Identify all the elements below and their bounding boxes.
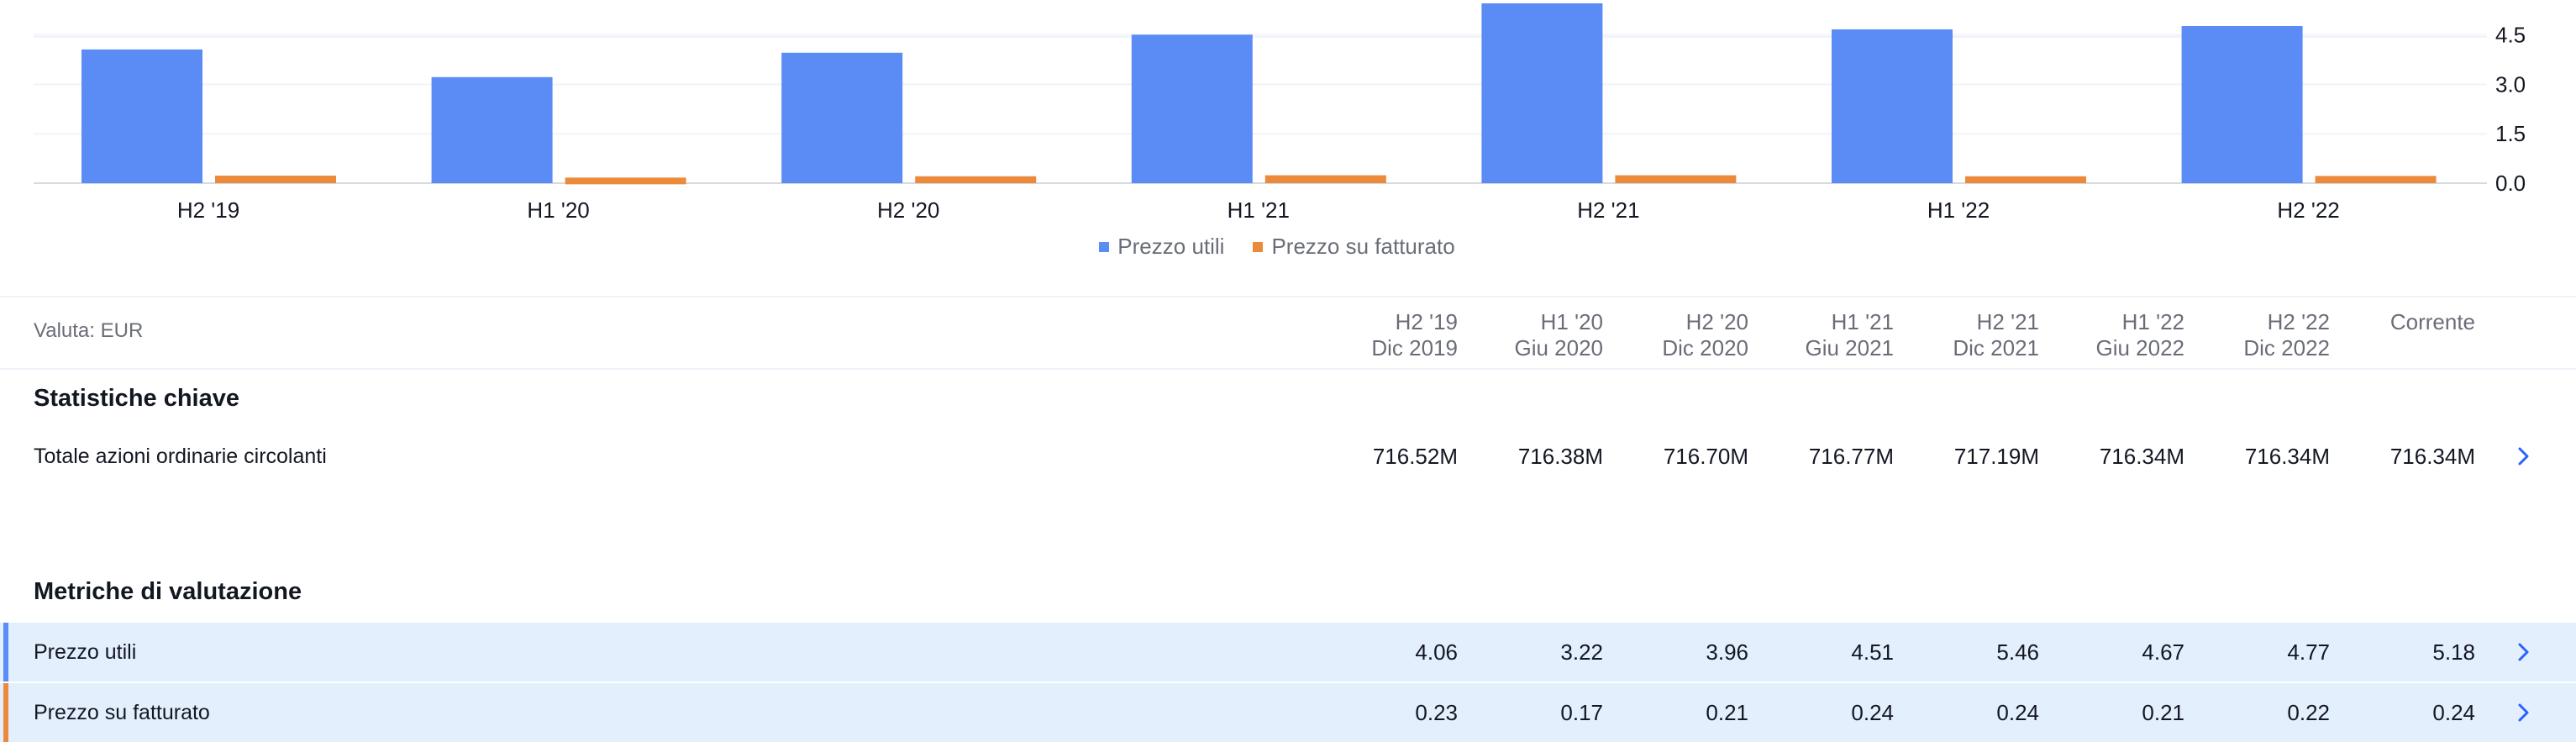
y-tick-label: 3.0 xyxy=(2495,71,2526,97)
y-tick-label: 4.5 xyxy=(2495,23,2526,48)
row-value: 716.34M xyxy=(2244,444,2330,469)
bar-prezzo-utili xyxy=(1832,29,1953,183)
table-row[interactable]: Totale azioni ordinarie circolanti 716.52… xyxy=(0,427,2576,486)
row-value: 716.52M xyxy=(1372,444,1458,469)
period-label: H1 '22 xyxy=(2121,309,2184,334)
row-label: Prezzo utili xyxy=(34,640,137,664)
row-value: 4.77 xyxy=(2287,639,2330,665)
row-value: 716.38M xyxy=(1517,444,1603,469)
row-value: 4.51 xyxy=(1851,639,1894,665)
section-title-valuation: Metriche di valutazione xyxy=(34,578,302,605)
x-tick-label: H2 '19 xyxy=(177,197,239,223)
row-label: Prezzo su fatturato xyxy=(34,701,210,724)
valuation-chart: 0.0 1.5 3.0 4.5 H2 '19 H1 '20 H2 '20 H1 '21 H2 '… xyxy=(0,0,2576,277)
row-value: 0.24 xyxy=(1851,700,1894,725)
period-header: H1 '21 Giu 2021 xyxy=(1751,309,1894,361)
chevron-right-icon[interactable] xyxy=(2512,623,2536,681)
period-date: Dic 2021 xyxy=(1953,335,2039,360)
row-value: 717.19M xyxy=(1953,444,2039,469)
legend-swatch-icon xyxy=(1099,241,1110,252)
y-tick-label: 0.0 xyxy=(2495,171,2526,196)
period-label: H1 '21 xyxy=(1831,309,1894,334)
period-date: Dic 2022 xyxy=(2243,335,2330,360)
bar-prezzo-utili xyxy=(1131,34,1253,183)
period-header: H1 '22 Giu 2022 xyxy=(2042,309,2184,361)
row-value: 716.70M xyxy=(1663,444,1748,469)
x-tick-label: H2 '20 xyxy=(877,197,939,223)
period-date: Dic 2020 xyxy=(1662,335,1748,360)
period-date: Giu 2020 xyxy=(1514,335,1603,360)
divider xyxy=(0,296,2576,297)
period-label: H1 '20 xyxy=(1540,309,1603,334)
row-value: 0.21 xyxy=(2142,700,2184,725)
row-value: 4.06 xyxy=(1415,639,1458,665)
row-value: 4.67 xyxy=(2142,639,2184,665)
bar-prezzo-utili xyxy=(431,76,553,183)
chevron-right-icon[interactable] xyxy=(2512,427,2536,486)
legend-label: Prezzo utili xyxy=(1117,234,1225,259)
bar-prezzo-su-fatturato xyxy=(2315,176,2437,183)
row-value: 5.18 xyxy=(2432,639,2475,665)
bar-prezzo-su-fatturato xyxy=(1965,176,2086,183)
period-header: H1 '20 Giu 2020 xyxy=(1460,309,1603,361)
table-row[interactable]: Prezzo su fatturato 0.23 0.17 0.21 0.24 0.24 0… xyxy=(0,683,2576,742)
section-title-key-stats: Statistiche chiave xyxy=(34,385,239,412)
row-value: 3.96 xyxy=(1706,639,1748,665)
x-tick-label: H2 '21 xyxy=(1577,197,1639,223)
period-label: H2 '19 xyxy=(1395,309,1458,334)
bar-prezzo-su-fatturato xyxy=(215,175,336,183)
series-color-marker xyxy=(3,623,8,681)
period-header: H2 '21 Dic 2021 xyxy=(1896,309,2039,361)
row-value: 3.22 xyxy=(1560,639,1603,665)
period-header: H2 '19 Dic 2019 xyxy=(1315,309,1458,361)
period-label: Corrente xyxy=(2389,309,2475,334)
row-value: 0.21 xyxy=(1706,700,1748,725)
row-value: 716.77M xyxy=(1808,444,1894,469)
divider xyxy=(0,368,2576,370)
row-label: Totale azioni ordinarie circolanti xyxy=(34,445,327,468)
period-date: Giu 2022 xyxy=(2095,335,2184,360)
legend-item-prezzo-su-fatturato[interactable]: Prezzo su fatturato xyxy=(1253,234,1455,260)
row-value: 0.22 xyxy=(2287,700,2330,725)
chevron-right-icon[interactable] xyxy=(2512,683,2536,742)
row-value: 0.17 xyxy=(1560,700,1603,725)
legend-label: Prezzo su fatturato xyxy=(1271,234,1455,259)
period-header: H2 '22 Dic 2022 xyxy=(2187,309,2330,361)
bar-prezzo-utili xyxy=(2181,26,2303,183)
bar-chart-canvas: 0.0 1.5 3.0 4.5 H2 '19 H1 '20 H2 '20 H1 '21 H2 '… xyxy=(34,3,2526,223)
bar-prezzo-utili xyxy=(781,52,903,183)
x-tick-label: H2 '22 xyxy=(2277,197,2339,223)
bar-prezzo-su-fatturato xyxy=(1264,175,1386,183)
table-row[interactable]: Prezzo utili 4.06 3.22 3.96 4.51 5.46 4.67 4.77… xyxy=(0,623,2576,681)
period-label: H2 '20 xyxy=(1685,309,1748,334)
row-value: 0.24 xyxy=(1996,700,2039,725)
period-header: Corrente xyxy=(2332,309,2475,361)
bar-prezzo-su-fatturato xyxy=(915,176,1037,183)
row-value: 0.23 xyxy=(1415,700,1458,725)
bar-prezzo-utili xyxy=(81,49,202,184)
bar-prezzo-su-fatturato xyxy=(565,177,686,185)
row-value: 5.46 xyxy=(1996,639,2039,665)
x-tick-label: H1 '22 xyxy=(1927,197,1990,223)
x-tick-label: H1 '21 xyxy=(1228,197,1290,223)
chart-legend: Prezzo utili Prezzo su fatturato xyxy=(0,234,2554,260)
period-header: H2 '20 Dic 2020 xyxy=(1606,309,1748,361)
x-tick-label: H1 '20 xyxy=(527,197,589,223)
row-value: 716.34M xyxy=(2099,444,2184,469)
row-value: 716.34M xyxy=(2389,444,2475,469)
legend-item-prezzo-utili[interactable]: Prezzo utili xyxy=(1099,234,1224,260)
bar-prezzo-utili xyxy=(1481,3,1603,183)
period-label: H2 '22 xyxy=(2267,309,2330,334)
period-date: Giu 2021 xyxy=(1805,335,1894,360)
bar-prezzo-su-fatturato xyxy=(1615,175,1737,183)
period-label: H2 '21 xyxy=(1976,309,2039,334)
row-value: 0.24 xyxy=(2432,700,2475,725)
series-color-marker xyxy=(3,683,8,742)
y-tick-label: 1.5 xyxy=(2495,121,2526,146)
period-date: Dic 2019 xyxy=(1371,335,1458,360)
currency-label: Valuta: EUR xyxy=(34,319,144,342)
legend-swatch-icon xyxy=(1253,241,1264,252)
